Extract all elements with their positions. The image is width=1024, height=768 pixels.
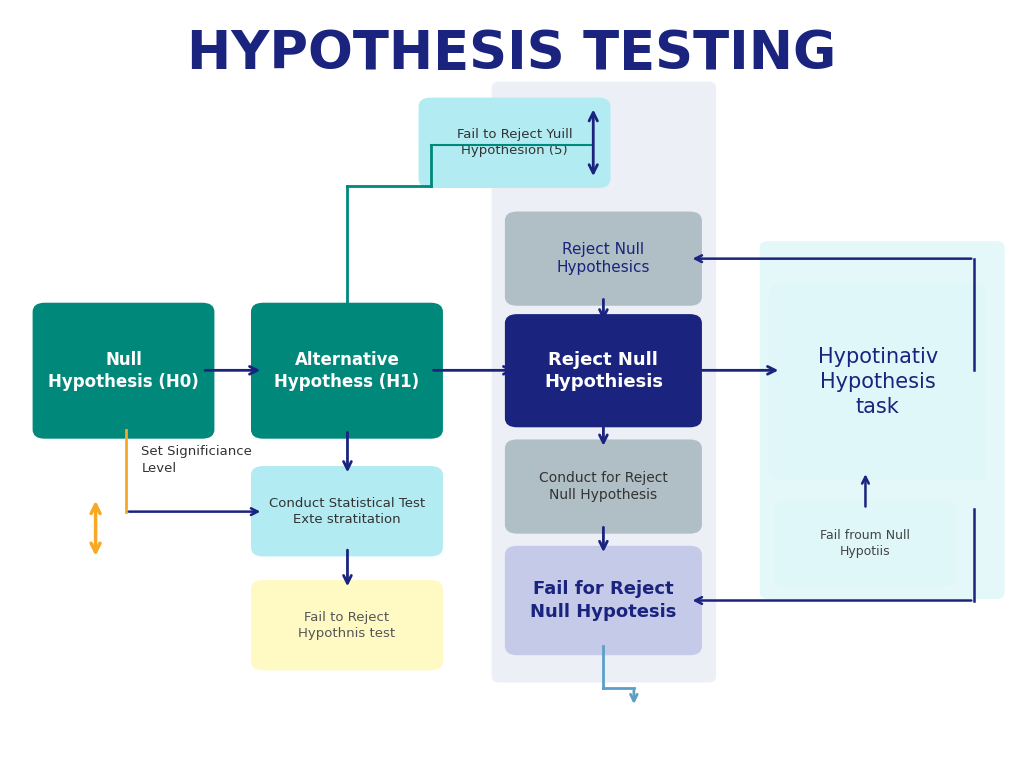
FancyBboxPatch shape [251,466,443,557]
FancyBboxPatch shape [251,303,443,439]
FancyBboxPatch shape [505,314,701,427]
Text: Fail for Reject
Null Hypotesis: Fail for Reject Null Hypotesis [530,581,677,621]
Text: Set Significiance
Level: Set Significiance Level [141,445,252,475]
Text: Conduct Statistical Test
Exte stratitation: Conduct Statistical Test Exte stratitati… [269,497,425,526]
Text: Null
Hypothesis (H0): Null Hypothesis (H0) [48,351,199,391]
Text: Fail to Reject Yuill
Hypothesion (5): Fail to Reject Yuill Hypothesion (5) [457,128,572,157]
FancyBboxPatch shape [492,81,716,683]
FancyBboxPatch shape [769,283,986,481]
FancyBboxPatch shape [505,439,701,534]
FancyBboxPatch shape [419,98,610,188]
FancyBboxPatch shape [505,211,701,306]
FancyBboxPatch shape [33,303,214,439]
FancyBboxPatch shape [505,546,701,655]
Text: Alternative
Hypothess (H1): Alternative Hypothess (H1) [274,351,420,391]
Text: Conduct for Reject
Null Hypothesis: Conduct for Reject Null Hypothesis [539,471,668,502]
FancyBboxPatch shape [760,241,1005,599]
Text: Reject Null
Hypothiesis: Reject Null Hypothiesis [544,351,663,391]
Text: Fail to Reject
Hypothnis test: Fail to Reject Hypothnis test [298,611,395,640]
FancyBboxPatch shape [774,500,955,587]
Text: Fail froum Null
Hypotiis: Fail froum Null Hypotiis [820,529,910,558]
Text: Hypotinativ
Hypothesis
task: Hypotinativ Hypothesis task [817,347,938,417]
FancyBboxPatch shape [251,580,443,670]
Text: Reject Null
Hypothesics: Reject Null Hypothesics [557,242,650,276]
Text: HYPOTHESIS TESTING: HYPOTHESIS TESTING [187,28,837,80]
